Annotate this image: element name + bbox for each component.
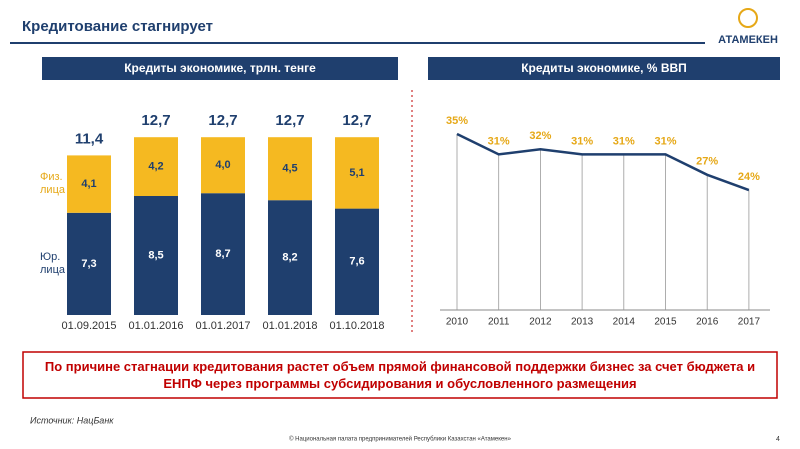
slide-title: Кредитование стагнирует bbox=[22, 18, 213, 35]
value-label: 31% bbox=[654, 135, 676, 147]
x-tick-label: 01.01.2016 bbox=[128, 320, 183, 332]
legend-label: Юр. лица bbox=[40, 250, 65, 276]
bar-segment bbox=[268, 137, 312, 201]
x-tick-label: 2013 bbox=[571, 317, 594, 328]
value-label: 24% bbox=[738, 171, 760, 183]
x-tick-label: 2010 bbox=[446, 317, 469, 328]
banner-frame bbox=[22, 351, 778, 399]
total-label: 12,7 bbox=[275, 112, 304, 129]
chart-title: Кредиты экономике, трлн. тенге bbox=[124, 61, 316, 75]
line bbox=[456, 132, 750, 192]
x-tick-label: 01.01.2017 bbox=[195, 320, 250, 332]
chart-title-bar bbox=[428, 57, 780, 80]
x-tick-label: 01.09.2015 bbox=[61, 320, 116, 332]
value-label: 31% bbox=[613, 135, 635, 147]
value-label: 8,2 bbox=[282, 252, 297, 264]
value-label: 4,2 bbox=[148, 161, 163, 173]
value-label: 35% bbox=[446, 115, 468, 127]
value-label: 8,5 bbox=[148, 249, 163, 261]
banner: По причине стагнации кредитования растет… bbox=[44, 359, 756, 391]
x-tick-label: 2016 bbox=[696, 317, 719, 328]
total-label: 12,7 bbox=[141, 112, 170, 129]
x-tick-label: 01.10.2018 bbox=[329, 320, 384, 332]
bar-segment bbox=[335, 137, 379, 209]
bar-segment bbox=[134, 196, 178, 315]
value-label: 31% bbox=[571, 135, 593, 147]
value-label: 4,0 bbox=[215, 159, 230, 171]
value-label: 31% bbox=[488, 135, 510, 147]
value-label: 8,7 bbox=[215, 248, 230, 260]
logo-icon bbox=[738, 8, 758, 28]
bar-segment bbox=[201, 193, 245, 315]
logo-text: АТАМЕКЕН bbox=[718, 34, 778, 46]
bar-segment bbox=[335, 208, 379, 315]
page-number: 4 bbox=[776, 436, 780, 443]
value-label: 7,3 bbox=[81, 258, 96, 270]
x-tick-label: 2012 bbox=[529, 317, 552, 328]
value-label: 4,1 bbox=[81, 178, 96, 190]
bar-segment bbox=[201, 137, 245, 194]
bar-segment bbox=[134, 137, 178, 196]
total-label: 11,4 bbox=[75, 130, 104, 147]
chart-title: Кредиты экономике, % ВВП bbox=[521, 61, 687, 75]
bar-segment bbox=[268, 200, 312, 315]
x-tick-label: 2017 bbox=[738, 317, 761, 328]
total-label: 12,7 bbox=[342, 112, 371, 129]
x-tick-label: 2014 bbox=[613, 317, 636, 328]
value-label: 27% bbox=[696, 156, 718, 168]
source: Источник: НацБанк bbox=[30, 415, 114, 425]
x-tick-label: 01.01.2018 bbox=[262, 320, 317, 332]
x-tick-label: 2011 bbox=[488, 317, 510, 328]
total-label: 12,7 bbox=[208, 112, 237, 129]
bar-segment bbox=[67, 212, 111, 315]
value-label: 7,6 bbox=[349, 256, 364, 268]
footer: © Национальная палата предпринимателей Р… bbox=[289, 436, 511, 443]
x-tick-label: 2015 bbox=[654, 317, 677, 328]
value-label: 32% bbox=[529, 130, 551, 142]
bar-segment bbox=[67, 155, 111, 213]
value-label: 4,5 bbox=[282, 163, 297, 175]
chart-title-bar bbox=[42, 57, 398, 80]
value-label: 5,1 bbox=[349, 167, 364, 179]
legend-label: Физ. лица bbox=[40, 171, 65, 197]
